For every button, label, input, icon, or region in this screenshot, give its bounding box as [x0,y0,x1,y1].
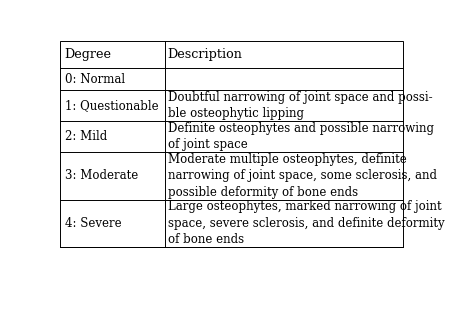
Text: 3: Moderate: 3: Moderate [65,169,138,182]
Bar [60,41,403,247]
Text: Large osteophytes, marked narrowing of joint
space, severe sclerosis, and defini: Large osteophytes, marked narrowing of j… [168,200,444,246]
Text: Description: Description [168,48,243,61]
Text: 2: Mild: 2: Mild [65,130,107,143]
Text: 0: Normal: 0: Normal [65,73,125,86]
Text: Degree: Degree [65,48,112,61]
Text: 1: Questionable: 1: Questionable [65,99,158,112]
Text: 4: Severe: 4: Severe [65,217,121,230]
Text: Moderate multiple osteophytes, definite
narrowing of joint space, some sclerosis: Moderate multiple osteophytes, definite … [168,153,437,199]
Text: Definite osteophytes and possible narrowing
of joint space: Definite osteophytes and possible narrow… [168,122,434,151]
Text: Doubtful narrowing of joint space and possi-
ble osteophytic lipping: Doubtful narrowing of joint space and po… [168,91,432,120]
